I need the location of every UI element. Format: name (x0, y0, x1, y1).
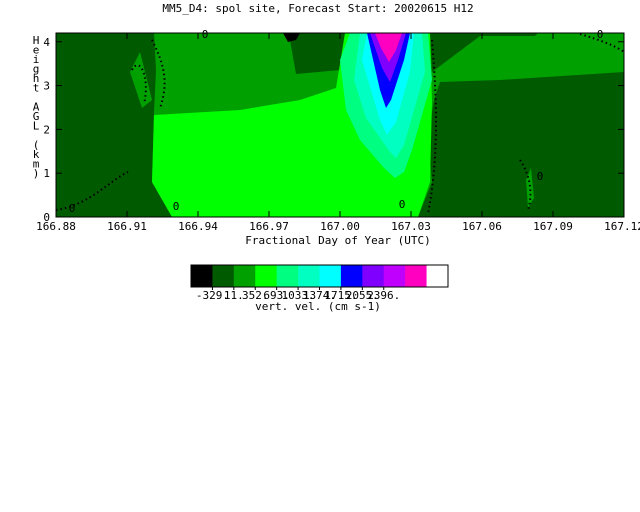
colorbar-tick-label: 1374. (303, 289, 336, 302)
y-tick-label: 2 (43, 123, 50, 136)
colorbar-swatch (319, 265, 342, 287)
contour-label: 0 (399, 198, 406, 211)
y-axis-label-char: ( (33, 139, 40, 152)
colorbar-tick-label: 1715. (324, 289, 357, 302)
field-jet-max (375, 33, 402, 62)
colorbar: -329.11.352.693.1033.1374.1715.2055.2396… (190, 264, 449, 302)
x-tick-label: 166.97 (249, 220, 289, 233)
x-tick-label: 166.91 (107, 220, 147, 233)
chart-title: MM5_D4: spol site, Forecast Start: 20020… (162, 2, 473, 15)
x-tick-label: 166.94 (178, 220, 218, 233)
y-tick-label: 0 (43, 211, 50, 224)
x-tick-label: 167.12 (604, 220, 640, 233)
field-positive-0-352 (526, 168, 534, 208)
colorbar-swatch (426, 265, 449, 287)
colorbar-swatch (298, 265, 320, 287)
y-tick-label: 4 (43, 36, 50, 49)
y-tick-label: 1 (43, 167, 50, 180)
colorbar-tick-label: 2396. (367, 289, 400, 302)
x-tick-label: 167.09 (533, 220, 573, 233)
zero-contour (579, 33, 625, 53)
colorbar-tick-label: -329. (196, 289, 229, 302)
contour-label: 0 (537, 170, 544, 183)
x-tick-label: 167.06 (462, 220, 502, 233)
field-min-cell (283, 33, 300, 42)
y-axis-label-char: H (33, 34, 40, 47)
zero-contour (55, 171, 129, 211)
y-axis-label-char: t (33, 82, 40, 95)
y-axis-label-char: k (33, 148, 40, 161)
plot-area (56, 33, 624, 217)
x-tick-label: 166.88 (36, 220, 76, 233)
y-axis-label-char: h (33, 72, 40, 85)
y-axis-label-char: g (33, 63, 40, 76)
y-axis-label-char: G (33, 110, 40, 123)
colorbar-tick-label: 1033. (282, 289, 315, 302)
y-axis: 0 1 2 3 4 (43, 36, 624, 224)
contour-label: 0 (69, 202, 76, 215)
field-jet-352-693 (240, 118, 249, 150)
y-axis-label-char: i (33, 53, 40, 66)
colorbar-label: vert. vel. (cm s-1) (255, 300, 381, 313)
colorbar-swatch (383, 265, 406, 287)
y-axis-label-char: m (33, 158, 40, 171)
colorbar-tick-label: 693. (263, 289, 290, 302)
x-tick-label: 167.03 (391, 220, 431, 233)
y-axis-label-char: A (33, 101, 40, 114)
zero-contours: 0 0 0 0 0 0 (55, 28, 625, 215)
colorbar-swatch (405, 265, 427, 287)
zero-contour (427, 39, 437, 215)
colorbar-swatch (212, 265, 235, 287)
contour-label: 0 (202, 28, 209, 41)
colorbar-swatch (362, 265, 385, 287)
colorbar-swatch (191, 265, 213, 287)
colorbar-tick-label: 2055. (346, 289, 379, 302)
x-axis-label: Fractional Day of Year (UTC) (245, 234, 430, 247)
colorbar-swatch (340, 265, 363, 287)
contour-label: 0 (173, 200, 180, 213)
x-axis: 166.88 166.91 166.94 166.97 167.00 167.03 167.… (36, 33, 640, 233)
y-axis-label-char: L (33, 120, 40, 133)
colorbar-tick-label: 11. (224, 289, 244, 302)
contour-label: 0 (597, 28, 604, 41)
colorbar-swatch (276, 265, 299, 287)
x-tick-label: 167.00 (320, 220, 360, 233)
y-axis-label-char: e (33, 44, 40, 57)
colorbar-swatch (233, 265, 256, 287)
zero-contour (519, 159, 532, 211)
colorbar-tick-label: 352. (242, 289, 269, 302)
colorbar-swatch (255, 265, 277, 287)
y-tick-label: 3 (43, 80, 50, 93)
y-axis-label-char: ) (33, 167, 40, 180)
